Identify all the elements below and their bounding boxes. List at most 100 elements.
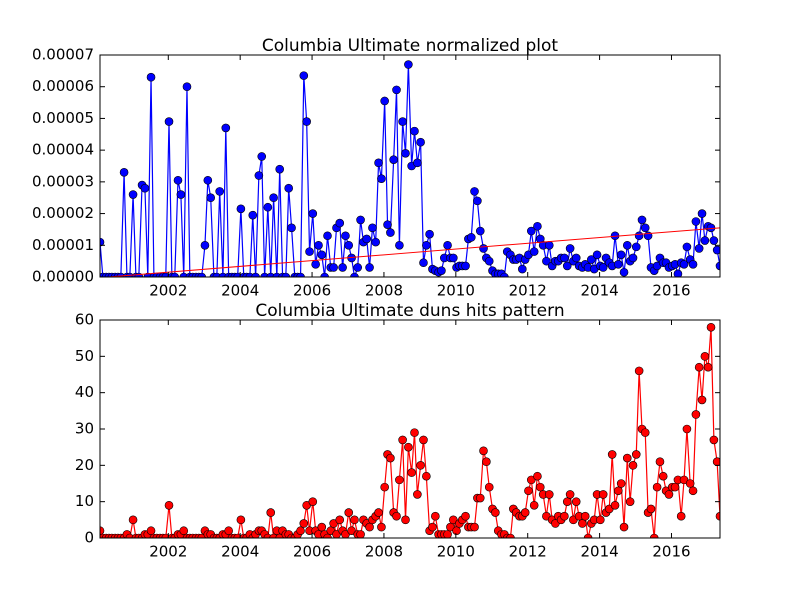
data-point — [685, 479, 695, 488]
data-point — [341, 231, 350, 241]
data-point — [682, 424, 692, 434]
plot-area — [100, 60, 720, 277]
data-point — [622, 240, 632, 250]
data-point — [437, 266, 446, 275]
x-tick-label: 2016 — [652, 543, 690, 561]
data-point — [571, 253, 581, 263]
data-point — [335, 218, 345, 228]
data-point — [350, 272, 359, 277]
data-point — [365, 263, 374, 272]
data-point — [128, 190, 138, 199]
data-point — [308, 497, 318, 506]
data-point — [560, 511, 569, 521]
data-point — [484, 256, 494, 266]
data-point — [353, 263, 363, 272]
data-point — [338, 263, 347, 272]
data-point — [533, 221, 542, 231]
data-point — [374, 508, 383, 517]
y-tick-label: 0.00006 — [32, 77, 94, 95]
data-point — [398, 117, 407, 126]
data-point — [356, 530, 365, 538]
data-point — [535, 482, 545, 492]
data-point — [100, 526, 105, 536]
chart-title: Columbia Ultimate duns hits pattern — [255, 301, 564, 321]
x-tick-label: 2014 — [581, 282, 619, 300]
y-tick-label: 0.00001 — [32, 236, 94, 254]
data-point — [251, 272, 260, 277]
data-point — [374, 158, 383, 168]
data-point — [622, 453, 632, 463]
data-point — [344, 240, 354, 250]
data-point — [404, 60, 413, 69]
data-point — [389, 155, 398, 164]
data-point — [410, 428, 419, 437]
y-tick-label: 20 — [75, 456, 94, 474]
x-tick-label: 2004 — [221, 543, 259, 561]
data-point — [170, 272, 180, 277]
data-point — [299, 71, 309, 80]
data-point — [269, 193, 278, 203]
data-point — [296, 272, 305, 277]
data-point — [470, 522, 479, 532]
data-point — [317, 522, 327, 532]
data-point — [613, 260, 623, 269]
data-point — [691, 410, 701, 419]
data-point — [308, 209, 318, 218]
data-point — [479, 446, 488, 456]
data-point — [422, 471, 431, 481]
data-point — [712, 245, 720, 255]
data-point — [100, 237, 105, 247]
chart-title: Columbia Ultimate normalized plot — [262, 36, 559, 56]
x-tick-label: 2016 — [652, 282, 690, 300]
data-point — [562, 261, 572, 271]
data-point — [518, 264, 527, 274]
data-point — [368, 223, 377, 233]
data-point — [628, 253, 638, 263]
data-point — [416, 461, 425, 470]
data-point — [146, 526, 156, 536]
data-point — [173, 175, 183, 185]
x-tick-label: 2012 — [509, 282, 547, 300]
data-point — [482, 457, 491, 467]
data-point — [709, 435, 719, 445]
data-point — [715, 511, 720, 521]
data-point — [679, 260, 689, 269]
data-point — [221, 123, 231, 133]
data-point — [365, 522, 374, 532]
data-point — [616, 250, 626, 260]
data-point — [619, 522, 629, 532]
data-point — [619, 267, 629, 277]
data-point — [697, 395, 707, 405]
data-point — [128, 515, 138, 525]
data-point — [236, 515, 246, 525]
data-point — [670, 482, 680, 492]
data-point — [506, 533, 515, 538]
data-point — [344, 508, 354, 517]
data-point — [631, 450, 641, 459]
data-point — [296, 526, 305, 536]
data-point — [527, 226, 536, 236]
data-point — [395, 240, 404, 250]
data-point — [404, 442, 413, 452]
data-point — [598, 263, 608, 272]
data-point — [377, 174, 386, 183]
data-point — [529, 247, 539, 256]
data-point — [607, 450, 617, 459]
data-point — [571, 497, 581, 506]
data-point — [466, 233, 476, 242]
data-point — [275, 164, 285, 174]
y-tick-label: 60 — [75, 311, 94, 329]
data-point — [257, 152, 267, 161]
x-tick-label: 2004 — [221, 282, 259, 300]
data-point — [266, 508, 276, 517]
data-point — [664, 490, 674, 499]
data-point — [281, 272, 291, 277]
data-point — [215, 187, 224, 196]
y-tick-label: 0.00005 — [32, 109, 94, 127]
data-point — [625, 497, 635, 506]
x-tick-label: 2014 — [581, 543, 619, 561]
y-tick-label: 0.00004 — [32, 141, 94, 159]
plot-area — [100, 322, 720, 538]
data-point — [164, 500, 174, 510]
